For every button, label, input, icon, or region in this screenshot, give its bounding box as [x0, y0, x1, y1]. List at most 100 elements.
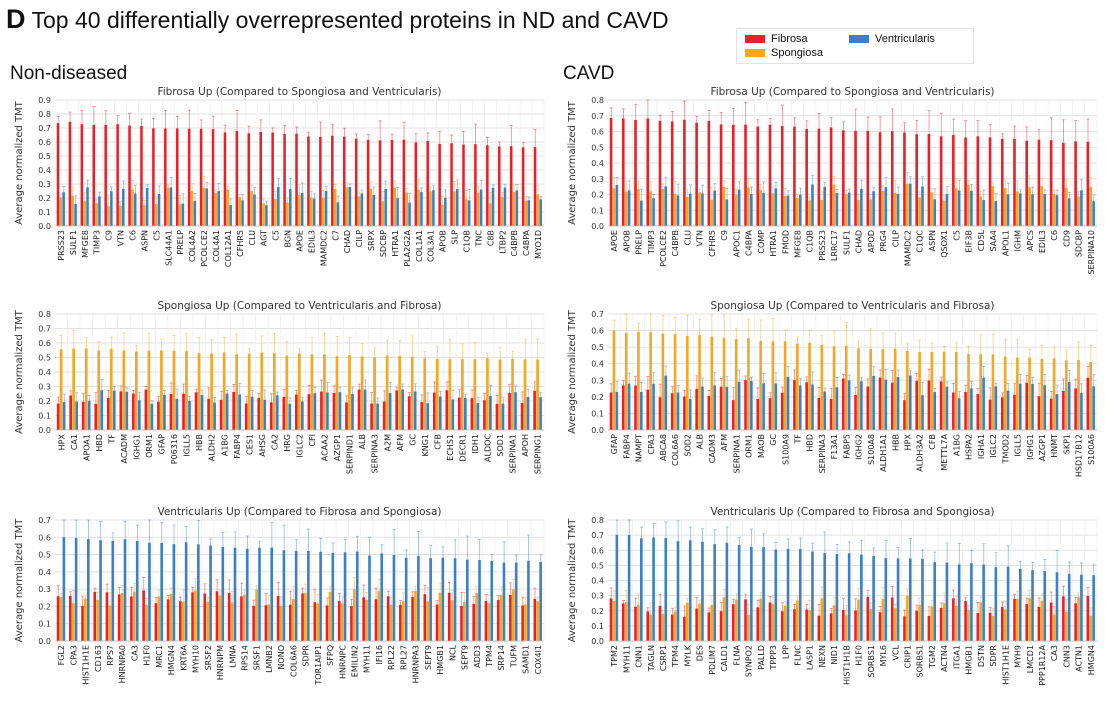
bar-ventricularis: [125, 391, 129, 430]
x-tick-label: FABP5: [842, 434, 851, 459]
x-tick-label: C5: [952, 230, 961, 241]
x-tick-label: CNN1: [635, 645, 644, 668]
x-tick-label: TGM2: [928, 645, 937, 669]
bar-fibrosa: [817, 397, 821, 430]
bar-spongiosa: [286, 202, 289, 226]
bar-ventricularis: [896, 558, 900, 641]
bar-ventricularis: [453, 558, 457, 641]
bar-fibrosa: [105, 592, 109, 641]
bar-fibrosa: [366, 139, 370, 226]
x-tick-label: GC: [769, 434, 778, 446]
x-tick-label: S100A8: [867, 434, 876, 465]
bar-spongiosa: [1089, 186, 1093, 226]
bar-ventricularis: [527, 200, 531, 226]
bar-spongiosa: [979, 354, 983, 430]
bar-spongiosa: [1052, 193, 1056, 226]
legend-label-fibrosa: Fibrosa: [771, 33, 808, 45]
bar-fibrosa: [157, 401, 160, 430]
x-tick-label: C8B: [486, 230, 495, 246]
legend-item-fibrosa: Fibrosa: [745, 33, 808, 45]
bar-ventricularis: [438, 396, 442, 430]
bar-spongiosa: [857, 200, 860, 226]
y-axis-label: Average normalized TMT: [14, 309, 25, 434]
bar-spongiosa: [147, 350, 151, 430]
y-tick-label: 0.2: [38, 397, 51, 406]
bar-fibrosa: [342, 136, 346, 226]
bar-spongiosa: [133, 591, 136, 641]
bar-ventricularis: [860, 381, 863, 430]
bar-ventricularis: [847, 192, 851, 226]
x-tick-label: MYLK: [683, 644, 692, 666]
bar-spongiosa: [523, 359, 527, 430]
panel-title: D Top 40 differentially overrepresented p…: [6, 4, 669, 35]
x-tick-label: ALB: [358, 434, 367, 449]
bar-ventricularis: [163, 395, 166, 430]
x-tick-label: SORBS1: [867, 645, 876, 677]
x-tick-label: C1QB: [462, 230, 471, 252]
bar-ventricularis: [491, 187, 495, 226]
x-tick-label: ACTN4: [940, 645, 949, 672]
bar-fibrosa: [939, 607, 943, 641]
bar-fibrosa: [426, 141, 429, 226]
bar-fibrosa: [257, 397, 261, 430]
bar-spongiosa: [1003, 609, 1007, 641]
bar-fibrosa: [1049, 602, 1053, 641]
bar-spongiosa: [869, 348, 872, 430]
bar-fibrosa: [169, 394, 173, 430]
bar-fibrosa: [854, 394, 857, 430]
chart-cavd-fibrosa-up: Fibrosa Up (Compared to Spongiosa and Ve…: [567, 86, 1098, 275]
bar-fibrosa: [301, 593, 304, 641]
bar-spongiosa: [1016, 191, 1019, 226]
bar-spongiosa: [71, 603, 75, 641]
legend-swatch-spongiosa: [745, 49, 765, 57]
x-tick-label: ALDH1A1: [879, 434, 888, 472]
y-tick-label: 0.1: [591, 622, 604, 631]
x-tick-label: BGN: [284, 230, 293, 248]
x-tick-label: C5: [152, 230, 161, 241]
bar-spongiosa: [661, 188, 665, 226]
x-tick-label: COL3A1: [427, 230, 436, 262]
bar-spongiosa: [279, 605, 283, 641]
bar-ventricularis: [884, 558, 888, 641]
x-tick-label: FLNA: [732, 644, 741, 665]
bar-spongiosa: [97, 350, 101, 430]
x-tick-label: SLP: [451, 230, 460, 245]
bar-ventricularis: [388, 393, 392, 430]
bar-ventricularis: [652, 537, 655, 641]
bar-spongiosa: [857, 348, 860, 430]
bar-ventricularis: [652, 383, 655, 430]
bar-ventricularis: [326, 392, 329, 430]
bar-ventricularis: [270, 547, 274, 641]
x-tick-label: SERPINA10: [1087, 230, 1096, 275]
bar-fibrosa: [496, 600, 500, 641]
bar-ventricularis: [933, 392, 937, 430]
bar-spongiosa: [747, 187, 750, 226]
y-tick-label: 0.6: [591, 128, 604, 137]
x-tick-label: CALD1: [720, 645, 729, 672]
bar-spongiosa: [202, 187, 206, 226]
bar-spongiosa: [783, 605, 787, 641]
x-tick-label: AZGP1: [1038, 434, 1047, 461]
bar-ventricularis: [823, 553, 827, 641]
bar-spongiosa: [771, 604, 775, 641]
bar-spongiosa: [377, 590, 381, 641]
bar-fibrosa: [1000, 397, 1004, 430]
bar-fibrosa: [927, 380, 931, 430]
bar-fibrosa: [976, 394, 980, 430]
bar-ventricularis: [884, 379, 888, 430]
bar-spongiosa: [512, 191, 516, 226]
bar-spongiosa: [365, 599, 368, 641]
y-tick-label: 0.5: [591, 561, 604, 570]
bar-spongiosa: [1089, 615, 1093, 641]
bar-ventricularis: [1006, 566, 1010, 641]
x-tick-label: RPS7: [106, 645, 115, 666]
x-tick-label: RPS14: [240, 645, 249, 671]
bar-spongiosa: [450, 600, 454, 641]
bar-spongiosa: [710, 199, 714, 226]
bar-ventricularis: [652, 198, 655, 226]
bar-fibrosa: [670, 121, 674, 226]
bar-ventricularis: [713, 544, 716, 641]
bar-ventricularis: [860, 188, 863, 226]
x-tick-label: SERPINA3: [371, 434, 380, 473]
bar-ventricularis: [750, 546, 753, 641]
